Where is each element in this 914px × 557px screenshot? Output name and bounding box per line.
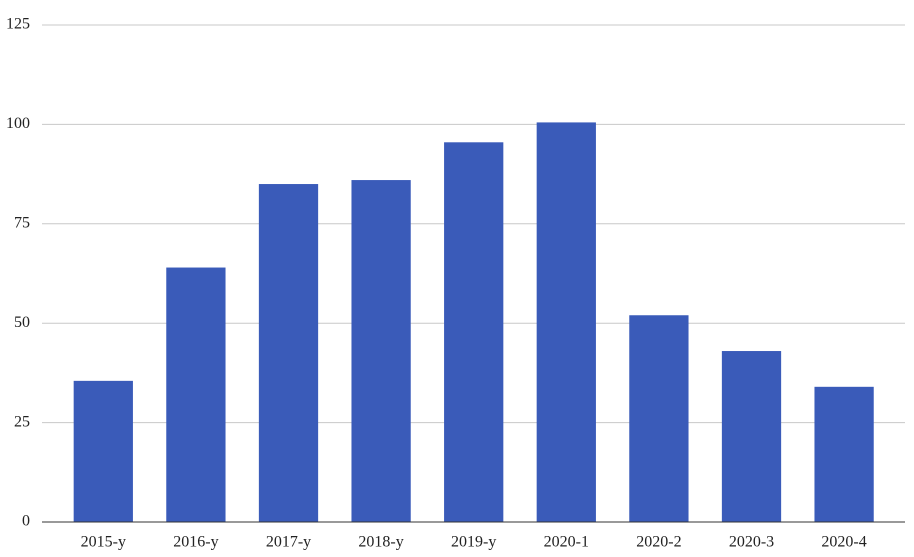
x-tick-label: 2020-1 xyxy=(544,534,589,551)
bar xyxy=(444,142,504,523)
x-tick-label: 2016-y xyxy=(173,534,218,551)
bar xyxy=(814,386,874,522)
y-tick-label: 125 xyxy=(6,16,30,33)
y-tick-label: 50 xyxy=(14,314,30,331)
x-tick-label: 2020-4 xyxy=(821,534,866,551)
x-tick-label: 2019-y xyxy=(451,534,496,551)
x-tick-label: 2018-y xyxy=(358,534,403,551)
bar xyxy=(629,315,689,522)
y-tick-label: 25 xyxy=(14,413,30,430)
bar xyxy=(721,351,782,522)
y-tick-label: 0 xyxy=(22,513,30,530)
x-tick-label: 2020-3 xyxy=(729,534,774,551)
bar xyxy=(351,180,411,522)
x-tick-label: 2020-2 xyxy=(636,534,681,551)
x-tick-label: 2015-y xyxy=(81,534,126,551)
bar xyxy=(73,380,133,522)
bar xyxy=(258,184,319,523)
bar xyxy=(536,122,596,523)
bar xyxy=(166,267,226,522)
x-tick-label: 2017-y xyxy=(266,534,311,551)
y-tick-label: 75 xyxy=(14,214,30,231)
y-tick-label: 100 xyxy=(6,115,30,132)
